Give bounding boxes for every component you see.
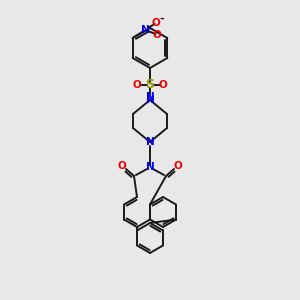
- Text: N: N: [141, 25, 150, 35]
- Text: N: N: [146, 137, 154, 147]
- Text: O: O: [118, 161, 126, 171]
- Text: N: N: [146, 95, 154, 105]
- Text: N: N: [146, 162, 154, 172]
- Text: N: N: [146, 92, 154, 102]
- Text: O: O: [174, 161, 182, 171]
- Text: O: O: [151, 18, 160, 28]
- Text: -: -: [159, 14, 164, 24]
- Text: O: O: [159, 80, 167, 90]
- Text: S: S: [146, 79, 154, 92]
- Text: O: O: [133, 80, 141, 90]
- Text: O: O: [152, 30, 161, 40]
